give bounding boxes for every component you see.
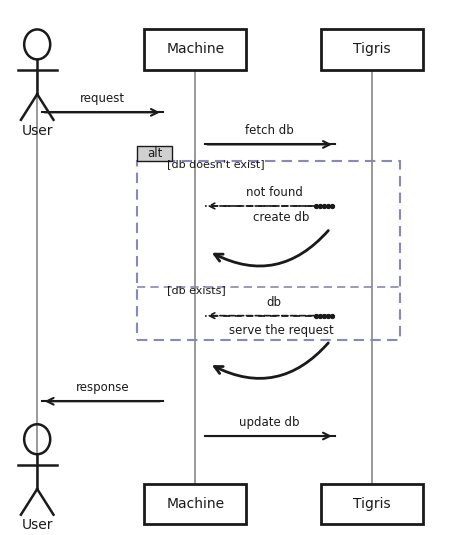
Bar <box>137 160 400 340</box>
Bar <box>321 29 423 70</box>
Text: [db doesn't exist]: [db doesn't exist] <box>167 159 265 169</box>
Bar <box>321 484 423 524</box>
Text: request: request <box>80 93 125 105</box>
Bar <box>137 146 172 160</box>
Bar <box>144 29 246 70</box>
Text: update db: update db <box>239 416 300 429</box>
Text: response: response <box>75 381 129 394</box>
Text: serve the request: serve the request <box>229 324 334 337</box>
Text: Machine: Machine <box>166 42 224 57</box>
Text: User: User <box>21 518 53 532</box>
Text: User: User <box>21 124 53 137</box>
Text: [db exists]: [db exists] <box>167 286 226 295</box>
Text: fetch db: fetch db <box>246 125 294 137</box>
Text: not found: not found <box>246 186 303 199</box>
Bar <box>144 484 246 524</box>
Text: Machine: Machine <box>166 497 224 511</box>
Text: alt: alt <box>147 147 162 159</box>
Text: Tigris: Tigris <box>353 42 391 57</box>
Text: create db: create db <box>253 211 310 224</box>
Text: Tigris: Tigris <box>353 497 391 511</box>
Text: db: db <box>267 296 282 309</box>
